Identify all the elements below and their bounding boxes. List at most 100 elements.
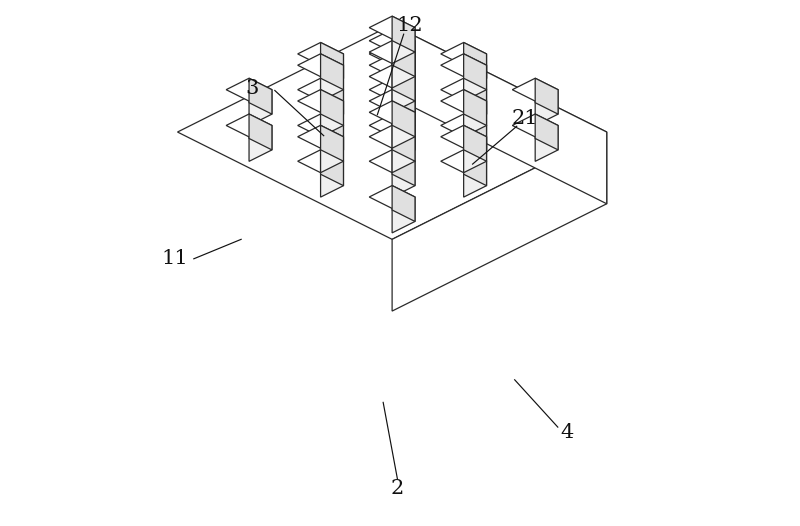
Polygon shape [392, 25, 606, 204]
Polygon shape [298, 43, 343, 65]
Polygon shape [535, 89, 558, 126]
Polygon shape [512, 114, 558, 137]
Text: 4: 4 [561, 423, 574, 442]
Text: 2: 2 [390, 479, 404, 498]
Polygon shape [441, 150, 486, 173]
Polygon shape [392, 78, 415, 114]
Polygon shape [535, 125, 558, 161]
Polygon shape [298, 78, 343, 101]
Polygon shape [464, 101, 486, 137]
Polygon shape [392, 186, 415, 221]
Polygon shape [298, 150, 343, 173]
Polygon shape [392, 150, 415, 186]
Polygon shape [370, 125, 415, 148]
Polygon shape [370, 41, 415, 64]
Polygon shape [392, 125, 415, 161]
Polygon shape [441, 114, 486, 137]
Polygon shape [249, 78, 272, 114]
Polygon shape [441, 54, 486, 77]
Polygon shape [464, 125, 486, 161]
Polygon shape [321, 78, 343, 114]
Polygon shape [321, 54, 343, 89]
Polygon shape [321, 65, 343, 101]
Polygon shape [392, 16, 415, 52]
Polygon shape [321, 101, 343, 137]
Polygon shape [464, 43, 486, 78]
Polygon shape [464, 65, 486, 101]
Polygon shape [535, 114, 558, 150]
Polygon shape [370, 101, 415, 124]
Polygon shape [370, 186, 415, 208]
Polygon shape [226, 78, 272, 101]
Polygon shape [464, 137, 486, 173]
Polygon shape [392, 114, 415, 150]
Polygon shape [370, 16, 415, 39]
Polygon shape [441, 43, 486, 65]
Polygon shape [392, 65, 415, 101]
Polygon shape [464, 54, 486, 89]
Polygon shape [441, 78, 486, 101]
Polygon shape [370, 78, 415, 101]
Polygon shape [321, 125, 343, 161]
Polygon shape [392, 52, 415, 88]
Polygon shape [249, 114, 272, 150]
Polygon shape [370, 43, 415, 65]
Polygon shape [178, 25, 606, 239]
Polygon shape [321, 54, 343, 90]
Polygon shape [321, 89, 343, 125]
Polygon shape [370, 54, 415, 77]
Polygon shape [392, 113, 415, 148]
Polygon shape [392, 41, 415, 76]
Polygon shape [298, 89, 343, 113]
Polygon shape [370, 114, 415, 137]
Polygon shape [464, 150, 486, 186]
Polygon shape [298, 114, 343, 137]
Polygon shape [392, 197, 415, 233]
Polygon shape [321, 114, 343, 150]
Polygon shape [321, 125, 343, 161]
Polygon shape [392, 101, 415, 137]
Polygon shape [249, 89, 272, 126]
Polygon shape [464, 161, 486, 197]
Polygon shape [392, 125, 415, 161]
Polygon shape [464, 114, 486, 150]
Polygon shape [392, 132, 606, 311]
Polygon shape [321, 43, 343, 78]
Text: 11: 11 [162, 249, 188, 268]
Polygon shape [370, 150, 415, 173]
Polygon shape [370, 89, 415, 113]
Polygon shape [392, 89, 415, 125]
Polygon shape [392, 29, 415, 65]
Polygon shape [464, 89, 486, 126]
Polygon shape [321, 150, 343, 186]
Polygon shape [392, 65, 415, 101]
Polygon shape [392, 137, 415, 173]
Text: 21: 21 [512, 109, 538, 128]
Polygon shape [298, 125, 343, 148]
Polygon shape [392, 43, 415, 78]
Polygon shape [392, 54, 415, 89]
Polygon shape [321, 137, 343, 173]
Polygon shape [370, 65, 415, 88]
Polygon shape [464, 89, 486, 125]
Polygon shape [441, 125, 486, 148]
Polygon shape [464, 78, 486, 114]
Polygon shape [464, 125, 486, 161]
Polygon shape [392, 76, 415, 113]
Text: 3: 3 [245, 79, 258, 98]
Polygon shape [392, 41, 415, 77]
Polygon shape [392, 89, 415, 126]
Polygon shape [392, 101, 415, 137]
Polygon shape [535, 78, 558, 114]
Polygon shape [392, 161, 415, 197]
Polygon shape [370, 29, 415, 52]
Polygon shape [249, 125, 272, 161]
Polygon shape [512, 78, 558, 101]
Polygon shape [392, 54, 415, 90]
Polygon shape [298, 54, 343, 77]
Text: 12: 12 [396, 16, 422, 35]
Polygon shape [441, 89, 486, 113]
Polygon shape [321, 89, 343, 126]
Polygon shape [392, 27, 415, 64]
Polygon shape [464, 54, 486, 90]
